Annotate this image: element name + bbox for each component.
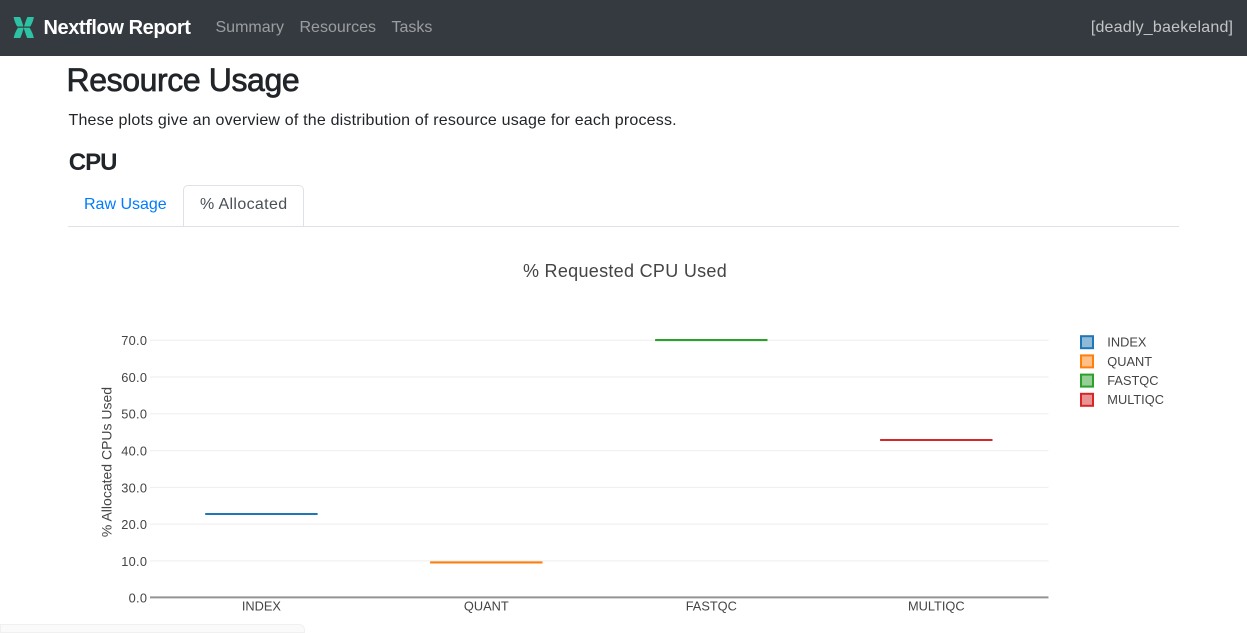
svg-text:QUANT: QUANT [1107, 354, 1152, 369]
svg-text:50.0: 50.0 [121, 407, 147, 422]
svg-text:40.0: 40.0 [121, 444, 147, 459]
svg-text:70.0: 70.0 [121, 333, 147, 348]
svg-text:MULTIQC: MULTIQC [1107, 392, 1164, 407]
svg-text:INDEX: INDEX [1107, 335, 1147, 350]
svg-text:% Allocated CPUs Used: % Allocated CPUs Used [99, 387, 115, 537]
svg-text:FASTQC: FASTQC [686, 598, 737, 613]
svg-text:20.0: 20.0 [121, 517, 147, 532]
svg-text:FASTQC: FASTQC [1107, 373, 1158, 388]
svg-text:10.0: 10.0 [121, 554, 147, 569]
svg-text:30.0: 30.0 [121, 480, 147, 495]
svg-text:INDEX: INDEX [242, 598, 282, 613]
svg-text:MULTIQC: MULTIQC [908, 598, 965, 613]
svg-text:0.0: 0.0 [129, 591, 148, 606]
svg-text:% Requested CPU Used: % Requested CPU Used [523, 261, 727, 281]
svg-text:60.0: 60.0 [121, 370, 147, 385]
svg-text:QUANT: QUANT [464, 598, 509, 613]
